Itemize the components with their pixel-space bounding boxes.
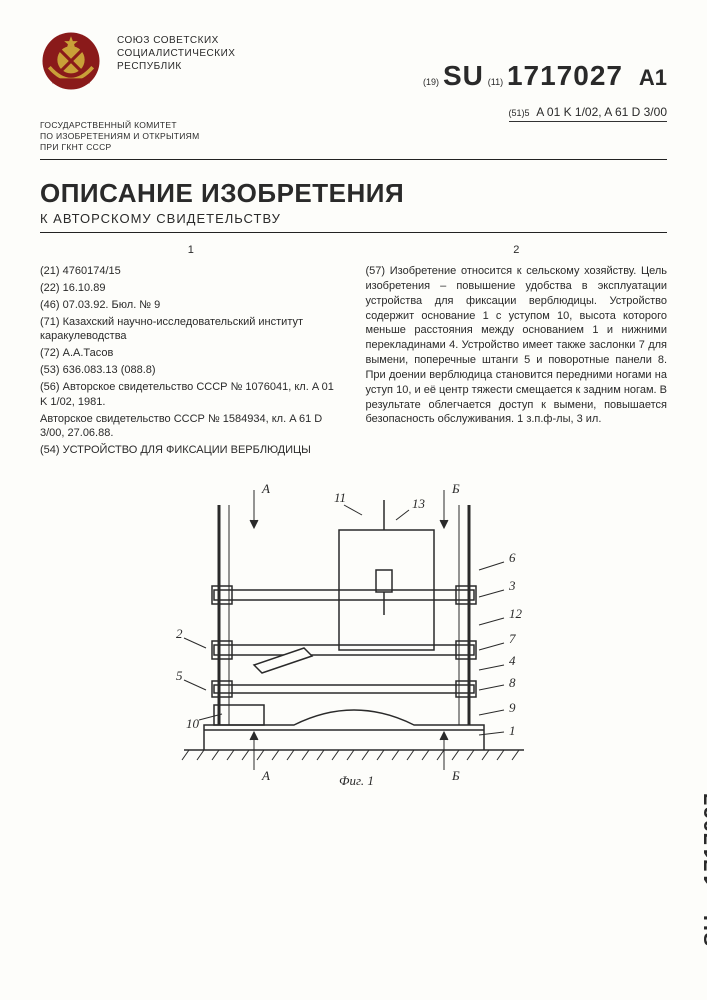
kind-code: A1 [639,65,667,90]
ref-10: 10 [186,716,200,731]
figure-drawing: 2 5 10 6 3 12 7 4 8 9 1 11 13 А А Б Б Фи… [144,470,564,790]
patent-figure: 2 5 10 6 3 12 7 4 8 9 1 11 13 А А Б Б Фи… [40,470,667,795]
ipc-classification: (51)5 A 01 K 1/02, A 61 D 3/00 [509,105,667,122]
column-number: 2 [366,243,668,258]
code51-label: (51)5 [509,108,530,118]
ref-9: 9 [509,700,516,715]
union-line: СОЦИАЛИСТИЧЕСКИХ [117,47,235,60]
ref-12: 12 [509,606,523,621]
field-72: (72) А.А.Тасов [40,346,342,361]
code11-label: (11) [488,77,503,87]
field-22: (22) 16.10.89 [40,281,342,296]
field-54: (54) УСТРОЙСТВО ДЛЯ ФИКСАЦИИ ВЕРБЛЮДИЦЫ [40,443,342,458]
ref-8: 8 [509,675,516,690]
section-b: Б [451,768,460,783]
ref-1: 1 [509,723,516,738]
field-46: (46) 07.03.92. Бюл. № 9 [40,298,342,313]
abstract-text: (57) Изобретение относится к сельскому х… [366,264,668,427]
spine-label: (19) SU (11) 1717027 A1 [699,760,707,971]
committee-name: ГОСУДАРСТВЕННЫЙ КОМИТЕТ ПО ИЗОБРЕТЕНИЯМ … [40,120,667,153]
ref-4: 4 [509,653,516,668]
column-number: 1 [40,243,342,258]
section-a: А [261,481,270,496]
ref-7: 7 [509,631,516,646]
left-column: 1 (21) 4760174/15 (22) 16.10.89 (46) 07.… [40,243,342,460]
field-56: (56) Авторское свидетельство СССР № 1076… [40,380,342,410]
ref-11: 11 [334,490,346,505]
section-b: Б [451,481,460,496]
body-columns: 1 (21) 4760174/15 (22) 16.10.89 (46) 07.… [40,243,667,460]
country-code: SU [443,60,484,91]
code19-label: (19) [423,77,439,87]
ussr-emblem [40,30,102,92]
ref-13: 13 [412,496,426,511]
divider [40,232,667,233]
bibliographic-data: (21) 4760174/15 (22) 16.10.89 (46) 07.03… [40,264,342,458]
right-column: 2 (57) Изобретение относится к сельскому… [366,243,668,460]
ipc-value: A 01 K 1/02, A 61 D 3/00 [536,105,667,119]
publication-number: (19) SU (11) 1717027 A1 [423,60,667,92]
document-subtitle: К АВТОРСКОМУ СВИДЕТЕЛЬСТВУ [40,211,667,226]
field-56: Авторское свидетельство СССР № 1584934, … [40,412,342,442]
ref-3: 3 [508,578,516,593]
patent-page: СОЮЗ СОВЕТСКИХ СОЦИАЛИСТИЧЕСКИХ РЕСПУБЛИ… [0,0,707,1000]
committee-line: ПРИ ГКНТ СССР [40,142,667,153]
divider [40,159,667,160]
union-name: СОЮЗ СОВЕТСКИХ СОЦИАЛИСТИЧЕСКИХ РЕСПУБЛИ… [117,30,235,73]
doc-number: 1717027 [699,792,707,885]
union-line: РЕСПУБЛИК [117,60,235,73]
field-21: (21) 4760174/15 [40,264,342,279]
ref-2: 2 [176,626,183,641]
section-a: А [261,768,270,783]
figure-caption: Фиг. 1 [339,773,374,788]
ref-5: 5 [176,668,183,683]
field-53: (53) 636.083.13 (088.8) [40,363,342,378]
union-line: СОЮЗ СОВЕТСКИХ [117,34,235,47]
ref-6: 6 [509,550,516,565]
country-code: SU [699,914,707,947]
doc-number: 1717027 [507,60,623,91]
committee-line: ПО ИЗОБРЕТЕНИЯМ И ОТКРЫТИЯМ [40,131,667,142]
document-title: ОПИСАНИЕ ИЗОБРЕТЕНИЯ [40,178,667,209]
field-71: (71) Казахский научно-исследовательский … [40,315,342,345]
